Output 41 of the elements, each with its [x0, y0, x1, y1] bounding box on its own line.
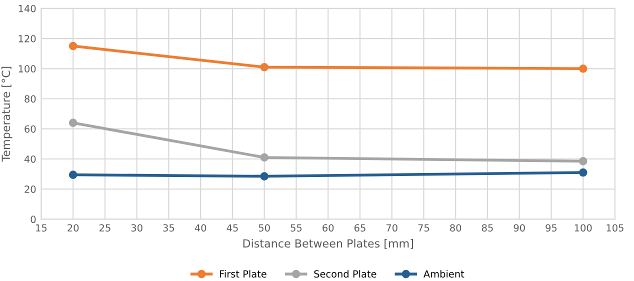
- y-tick-label: 0: [30, 216, 36, 224]
- x-tick-label: 15: [36, 224, 47, 232]
- x-tick-label: 55: [290, 224, 302, 232]
- y-tick-label: 40: [24, 155, 36, 163]
- x-tick-label: 50: [258, 224, 270, 232]
- y-tick-label: 80: [24, 95, 36, 103]
- x-tick-label: 40: [194, 224, 206, 232]
- point: [68, 170, 78, 179]
- x-tick-label: 45: [226, 224, 238, 232]
- x-tick-label: 75: [418, 224, 430, 232]
- x-tick-label: 20: [68, 224, 79, 232]
- y-tick-label: 140: [18, 4, 36, 12]
- x-axis-title: Distance Between Plates [mm]: [243, 239, 413, 249]
- point: [578, 64, 588, 73]
- y-tick-label: 100: [18, 65, 36, 72]
- x-tick-label: 35: [163, 224, 174, 232]
- x-tick-label: 65: [354, 224, 366, 232]
- point: [68, 42, 78, 50]
- point: [578, 168, 588, 177]
- y-tick-label: 20: [24, 186, 36, 193]
- x-tick-label: 60: [322, 224, 334, 232]
- point: [260, 172, 269, 180]
- y-tick-label: 120: [18, 35, 36, 42]
- x-tick-label: 25: [99, 224, 110, 232]
- y-tick-label: 60: [24, 125, 36, 133]
- point: [68, 118, 78, 128]
- x-tick-label: 30: [131, 224, 142, 232]
- x-tick-label: 100: [574, 224, 592, 232]
- point: [260, 153, 269, 162]
- y-axis-title: Temperature [°C]: [1, 66, 12, 162]
- x-tick-label: 80: [450, 224, 462, 232]
- point: [260, 62, 269, 72]
- point: [578, 157, 588, 166]
- x-tick-label: 95: [546, 224, 557, 232]
- x-tick-label: 90: [514, 224, 525, 232]
- x-tick-label: 70: [386, 224, 398, 232]
- x-tick-label: 105: [606, 224, 624, 232]
- legend-label: Second Plate: [314, 270, 376, 278]
- x-tick-label: 85: [482, 224, 493, 232]
- legend-label: Ambient: [424, 270, 464, 278]
- legend-label: First Plate: [220, 270, 266, 278]
